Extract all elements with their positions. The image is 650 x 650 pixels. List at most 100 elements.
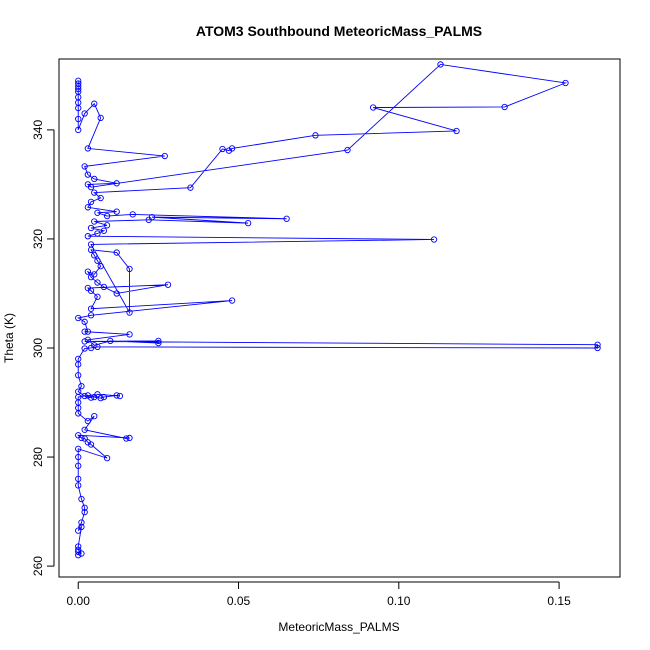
data-point <box>75 372 82 379</box>
data-point <box>75 462 82 469</box>
data-point <box>75 432 82 439</box>
data-point <box>113 208 120 215</box>
data-point <box>116 392 124 400</box>
data-point <box>81 508 88 516</box>
data-point <box>94 279 101 286</box>
data-point <box>84 328 92 335</box>
plot-frame <box>58 58 621 578</box>
data-point <box>84 233 92 240</box>
data-point <box>225 147 233 154</box>
data-point <box>94 230 101 237</box>
data-point <box>155 339 162 347</box>
data-point <box>91 412 98 420</box>
data-point <box>113 290 120 297</box>
data-point <box>283 215 290 222</box>
x-tick-label: 0.10 <box>387 594 411 608</box>
data-point <box>129 211 136 218</box>
data-point <box>91 175 98 183</box>
data-point <box>91 100 98 107</box>
data-point <box>75 475 82 483</box>
data-point <box>94 391 101 398</box>
data-point <box>78 519 85 526</box>
data-point <box>81 318 88 325</box>
x-axis: 0.00 0.05 0.10 0.15 <box>67 581 571 608</box>
data-point <box>97 114 104 122</box>
data-point <box>81 504 88 511</box>
data-point <box>81 328 88 335</box>
data-point <box>75 314 82 322</box>
data-point <box>81 338 88 345</box>
data-point <box>84 145 92 152</box>
data-point <box>84 171 92 178</box>
plot-area <box>75 61 601 559</box>
data-point <box>75 482 82 489</box>
data-point <box>103 454 111 462</box>
data-point <box>148 213 156 221</box>
y-tick-label: 280 <box>31 447 45 467</box>
data-point <box>594 341 601 348</box>
data-point <box>78 550 85 557</box>
data-point <box>100 393 108 401</box>
data-point <box>87 198 95 206</box>
data-point <box>187 184 194 191</box>
data-point <box>75 80 82 87</box>
data-point <box>94 257 101 264</box>
data-point <box>81 345 88 352</box>
data-point <box>94 343 101 351</box>
data-point <box>97 263 104 270</box>
data-point <box>94 293 101 300</box>
data-point <box>84 417 92 425</box>
data-point <box>84 204 92 211</box>
y-tick-label: 300 <box>31 338 45 358</box>
data-point <box>81 163 88 170</box>
data-point <box>78 495 85 503</box>
x-tick-label: 0.15 <box>547 594 571 608</box>
data-point <box>113 249 120 256</box>
data-point <box>75 527 82 534</box>
data-point <box>94 209 101 216</box>
data-point <box>91 189 98 196</box>
y-axis-label: Theta (K) <box>2 313 16 363</box>
series-line <box>76 63 599 556</box>
data-point <box>126 331 133 338</box>
data-point <box>84 181 92 188</box>
data-point <box>84 439 92 446</box>
data-point <box>107 337 114 345</box>
data-point <box>97 194 104 202</box>
data-point <box>75 388 82 395</box>
data-point <box>228 145 236 152</box>
x-tick-label: 0.00 <box>67 594 91 608</box>
data-point <box>87 394 95 401</box>
data-point <box>75 445 82 453</box>
data-point <box>75 77 82 84</box>
data-point <box>91 342 98 349</box>
data-point <box>75 453 82 461</box>
data-point <box>437 61 444 68</box>
data-point <box>103 222 111 229</box>
data-point <box>84 284 92 292</box>
data-point <box>87 241 95 248</box>
data-point <box>113 392 120 399</box>
data-point <box>244 219 252 227</box>
data-point <box>75 355 82 363</box>
data-point <box>100 283 108 291</box>
data-point <box>501 103 508 111</box>
data-point <box>161 152 168 160</box>
data-point <box>84 336 92 343</box>
x-tick-label: 0.05 <box>227 594 251 608</box>
data-point <box>113 180 120 187</box>
data-point <box>81 435 88 442</box>
data-point <box>75 115 82 123</box>
data-point <box>228 297 236 304</box>
data-point <box>370 104 377 111</box>
data-point <box>91 252 98 259</box>
data-point <box>453 127 460 135</box>
y-tick-label: 340 <box>31 120 45 140</box>
data-point <box>594 344 601 352</box>
data-point <box>75 126 82 134</box>
data-point <box>81 426 88 433</box>
data-point <box>97 395 104 402</box>
data-point <box>91 271 98 278</box>
data-point <box>84 392 92 399</box>
